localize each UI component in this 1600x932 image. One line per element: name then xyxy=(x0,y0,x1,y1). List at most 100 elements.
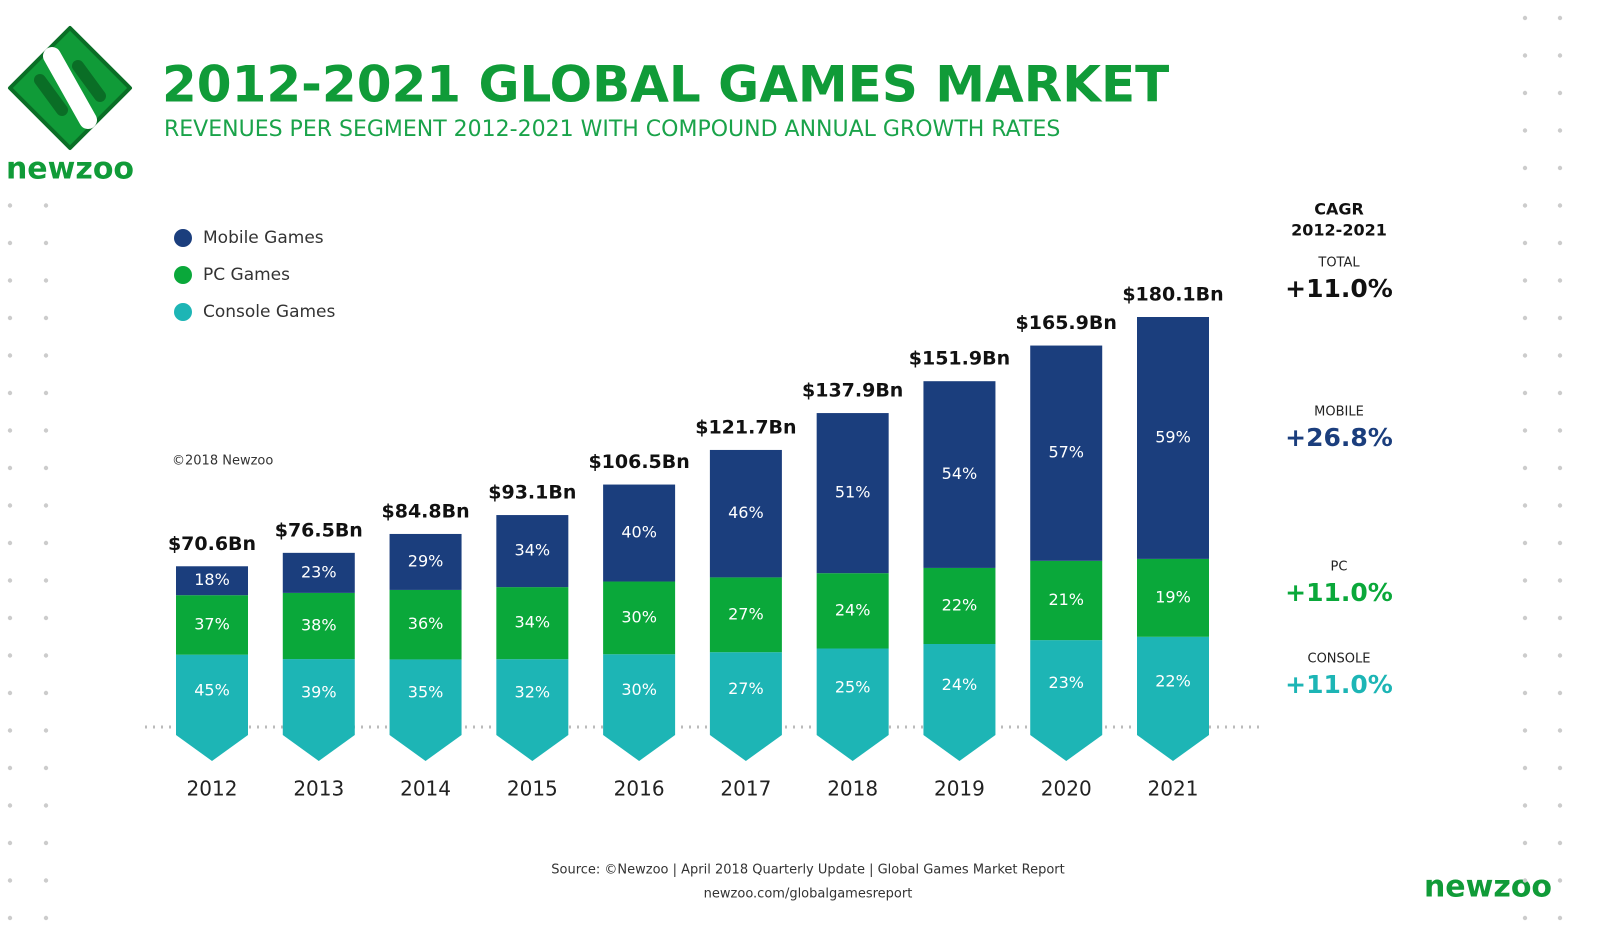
bar-segment xyxy=(603,484,676,582)
decor-dot xyxy=(7,315,13,321)
segment-label: 18% xyxy=(194,570,230,589)
decor-dot xyxy=(7,728,13,733)
legend-swatch xyxy=(174,266,192,284)
bar-segment xyxy=(496,659,569,727)
decor-dot xyxy=(1557,503,1563,508)
segment-label: 51% xyxy=(835,483,871,502)
decor-dot xyxy=(7,803,13,808)
cagr-value: +11.0% xyxy=(1285,578,1393,607)
decor-dot xyxy=(43,540,49,546)
x-tick-label: 2020 xyxy=(1041,777,1092,801)
bar-segment xyxy=(1030,560,1103,641)
segment-label: 34% xyxy=(515,541,551,560)
segment-label: 24% xyxy=(835,600,871,619)
decor-dot xyxy=(43,203,49,208)
decor-dot xyxy=(1557,390,1563,396)
decor-dot xyxy=(43,503,49,508)
bar-segment xyxy=(389,659,462,727)
cagr-heading: CAGR xyxy=(1314,200,1364,219)
total-label: $151.9Bn xyxy=(909,348,1010,370)
decor-dot xyxy=(1522,690,1528,696)
legend-swatch xyxy=(174,303,192,321)
bar-segment xyxy=(176,595,248,655)
cagr-value: +11.0% xyxy=(1285,670,1393,699)
bar-segment xyxy=(496,515,569,588)
segment-label: 22% xyxy=(942,595,978,614)
decor-dot xyxy=(1557,578,1563,583)
segment-label: 23% xyxy=(301,562,337,581)
decor-dot xyxy=(1522,615,1528,621)
decor-dot xyxy=(1522,728,1528,733)
decor-dot xyxy=(1557,465,1563,471)
total-label: $165.9Bn xyxy=(1016,312,1117,334)
bar-segment xyxy=(923,567,996,645)
brand: newzoo xyxy=(6,152,134,187)
segment-label: 38% xyxy=(301,615,337,634)
decor-dot xyxy=(1557,165,1563,171)
bar-segment xyxy=(389,589,462,660)
total-label: $84.8Bn xyxy=(382,500,470,522)
decor-dot xyxy=(1557,840,1563,846)
bar-arrow xyxy=(816,727,889,761)
decor-dot xyxy=(1557,203,1563,208)
bar-segment xyxy=(709,449,782,578)
decor-dot xyxy=(7,765,13,771)
bar-segment xyxy=(282,592,355,660)
decor-dot xyxy=(1557,915,1563,921)
bar-segment xyxy=(176,654,248,727)
decor-dot xyxy=(1522,840,1528,846)
x-tick-label: 2017 xyxy=(720,777,771,801)
decor-dot xyxy=(1557,15,1563,21)
decor-dot xyxy=(7,428,13,433)
decor-dot xyxy=(43,390,49,396)
legend-label: Console Games xyxy=(203,302,335,322)
bar-segment xyxy=(282,552,355,593)
decor-dot xyxy=(1522,278,1528,283)
source: Source: ©Newzoo | April 2018 Quarterly U… xyxy=(551,863,1064,878)
bar-arrow xyxy=(282,727,355,761)
copyright: ©2018 Newzoo xyxy=(172,454,273,469)
decor-dot xyxy=(1557,690,1563,696)
total-label: $137.9Bn xyxy=(802,380,903,402)
bar-segment xyxy=(603,581,676,655)
decor-dot xyxy=(43,278,49,283)
decor-dot xyxy=(1557,128,1563,133)
x-tick-label: 2015 xyxy=(507,777,558,801)
decor-dot xyxy=(1522,128,1528,133)
segment-label: 54% xyxy=(942,464,978,483)
logo xyxy=(8,26,132,150)
decor-dot xyxy=(43,315,49,321)
segment-label: 30% xyxy=(621,607,657,626)
bar-arrow xyxy=(496,727,569,761)
bar-segment xyxy=(816,648,889,727)
decor-dot xyxy=(43,465,49,471)
total-label: $106.5Bn xyxy=(588,451,689,473)
decor-dot xyxy=(1557,765,1563,771)
bar-arrow xyxy=(176,727,248,761)
source-url: newzoo.com/globalgamesreport xyxy=(704,887,913,902)
decor-dot xyxy=(43,653,49,658)
decor-dot xyxy=(7,540,13,546)
cagr-name: PC xyxy=(1331,560,1348,575)
legend-label: PC Games xyxy=(203,265,290,285)
decor-dot xyxy=(7,653,13,658)
decor-dot xyxy=(7,465,13,471)
bar-segment xyxy=(1030,345,1103,561)
decor-dot xyxy=(1522,803,1528,808)
total-label: $76.5Bn xyxy=(275,519,363,541)
bar-segment xyxy=(923,644,996,727)
segment-label: 35% xyxy=(408,683,444,702)
bar-arrow xyxy=(709,727,782,761)
x-tick-label: 2021 xyxy=(1148,777,1199,801)
decor-dot xyxy=(1522,15,1528,21)
bar-segment xyxy=(816,573,889,649)
segment-label: 36% xyxy=(408,614,444,633)
segment-label: 32% xyxy=(515,683,551,702)
bar-segment xyxy=(1137,636,1209,727)
decor-dot xyxy=(43,840,49,846)
decor-dot xyxy=(7,690,13,696)
decor-dot xyxy=(7,878,13,883)
cagr-name: MOBILE xyxy=(1314,405,1364,420)
decor-dot xyxy=(1522,315,1528,321)
